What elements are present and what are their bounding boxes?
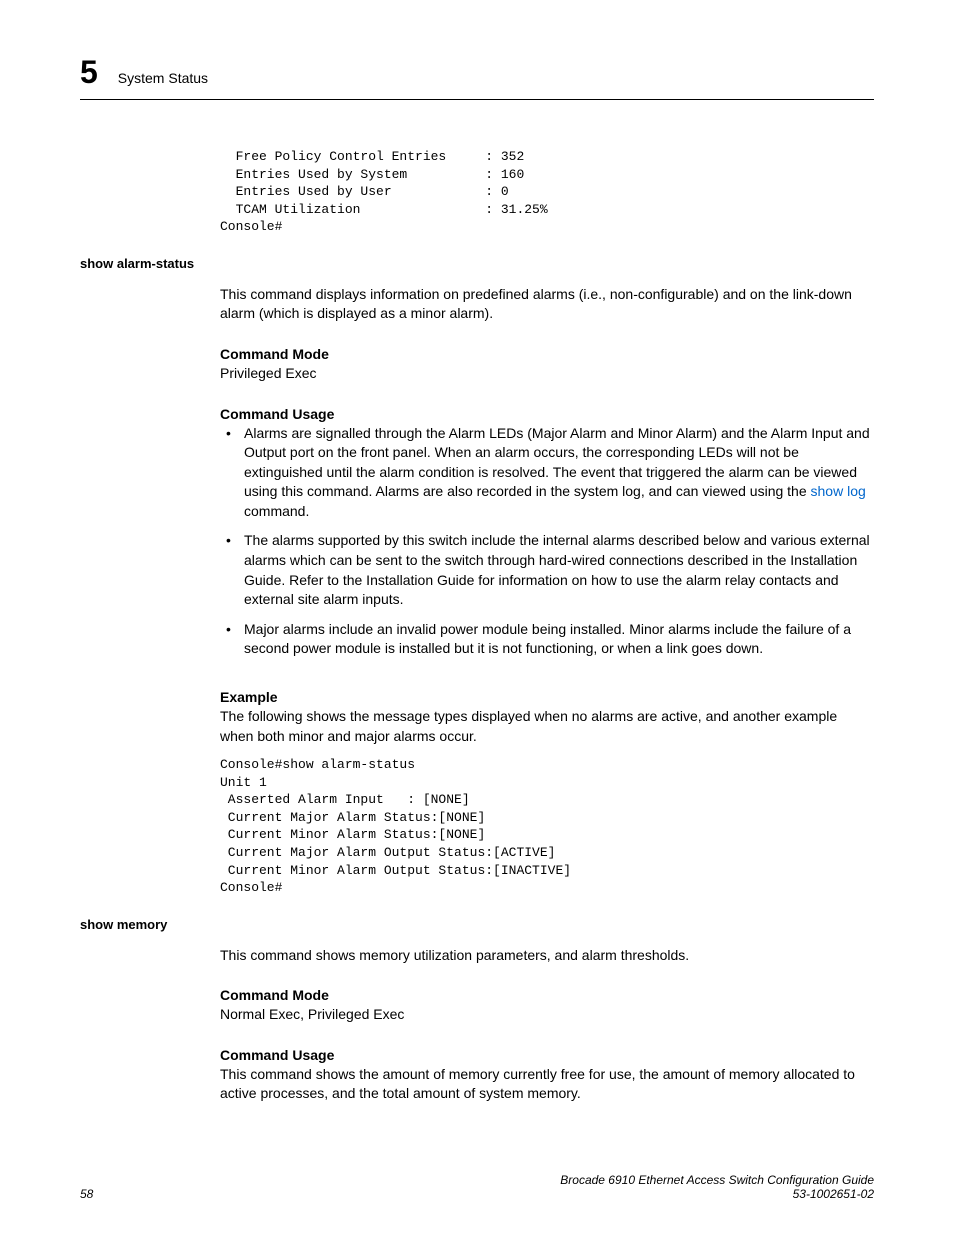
bullet1-post: command. bbox=[244, 503, 309, 519]
footer-page-number: 58 bbox=[80, 1187, 93, 1201]
list-item: The alarms supported by this switch incl… bbox=[244, 531, 874, 609]
section1-intro: This command displays information on pre… bbox=[220, 285, 874, 324]
list-item: Alarms are signalled through the Alarm L… bbox=[244, 424, 874, 522]
page-header: 5 System Status bbox=[80, 54, 874, 100]
section-heading-show-memory: show memory bbox=[80, 917, 874, 932]
footer-doc-title: Brocade 6910 Ethernet Access Switch Conf… bbox=[560, 1173, 874, 1187]
section2-cmd-usage-text: This command shows the amount of memory … bbox=[220, 1065, 874, 1104]
list-item: Major alarms include an invalid power mo… bbox=[244, 620, 874, 659]
section-heading-show-alarm-status: show alarm-status bbox=[80, 256, 874, 271]
code-block-alarm-status: Console#show alarm-status Unit 1 Asserte… bbox=[220, 756, 874, 896]
page-footer: 58 Brocade 6910 Ethernet Access Switch C… bbox=[80, 1173, 874, 1201]
footer-doc-id: 53-1002651-02 bbox=[560, 1187, 874, 1201]
section1-bullet-list: Alarms are signalled through the Alarm L… bbox=[220, 424, 874, 660]
header-title: System Status bbox=[118, 70, 208, 86]
page-container: 5 System Status Free Policy Control Entr… bbox=[0, 0, 954, 1235]
section2-cmd-mode-text: Normal Exec, Privileged Exec bbox=[220, 1005, 874, 1025]
section1-example-head: Example bbox=[220, 689, 874, 705]
footer-doc-info: Brocade 6910 Ethernet Access Switch Conf… bbox=[560, 1173, 874, 1201]
section1-example-text: The following shows the message types di… bbox=[220, 707, 874, 746]
section1-cmd-mode-text: Privileged Exec bbox=[220, 364, 874, 384]
bullet1-pre: Alarms are signalled through the Alarm L… bbox=[244, 425, 870, 500]
section2-cmd-usage-head: Command Usage bbox=[220, 1047, 874, 1063]
section2-intro: This command shows memory utilization pa… bbox=[220, 946, 874, 966]
section1-cmd-mode-head: Command Mode bbox=[220, 346, 874, 362]
chapter-number: 5 bbox=[80, 54, 98, 91]
section2-cmd-mode-head: Command Mode bbox=[220, 987, 874, 1003]
show-log-link[interactable]: show log bbox=[811, 483, 866, 499]
code-block-tcam: Free Policy Control Entries : 352 Entrie… bbox=[220, 148, 874, 236]
section1-cmd-usage-head: Command Usage bbox=[220, 406, 874, 422]
